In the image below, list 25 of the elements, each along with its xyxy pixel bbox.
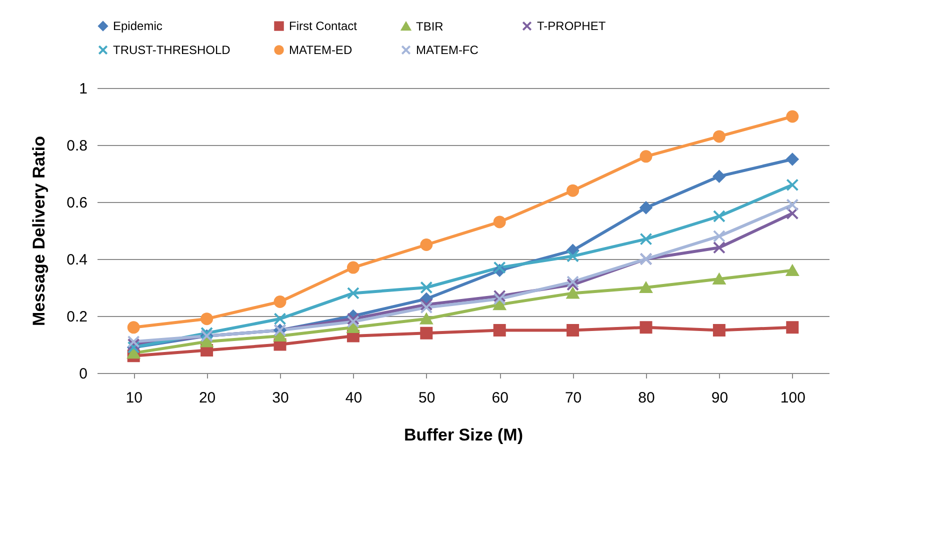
- x-tick-label: 80: [638, 390, 655, 406]
- x-tick-label: 60: [492, 390, 508, 406]
- legend-label: TBIR: [416, 19, 444, 34]
- y-axis-title: Message Delivery Ratio: [30, 136, 49, 326]
- y-tick-label: 1: [79, 80, 88, 98]
- y-tick-label: 0.8: [66, 138, 88, 154]
- y-tick-label: 0.2: [66, 308, 88, 326]
- x-tick-label: 70: [564, 390, 582, 406]
- legend-label: Epidemic: [113, 19, 162, 34]
- x-tick-label: 10: [126, 390, 142, 406]
- y-tick-label: 0: [79, 366, 88, 382]
- x-tick-label: 90: [711, 390, 728, 406]
- y-tick-label: 0.6: [66, 194, 88, 212]
- x-tick-label: 30: [272, 390, 289, 406]
- y-tick-label: 0.4: [66, 252, 88, 268]
- x-tick-label: 50: [418, 390, 436, 406]
- legend-label: TRUST-THRESHOLD: [113, 43, 231, 57]
- x-axis-title: Buffer Size (M): [404, 426, 523, 444]
- x-tick-label: 20: [198, 390, 216, 406]
- legend-label: First Contact: [289, 19, 358, 34]
- legend-label: T-PROPHET: [537, 19, 606, 34]
- legend-label: MATEM-FC: [416, 43, 479, 57]
- x-tick-label: 40: [345, 390, 362, 406]
- x-tick-label: 100: [780, 390, 806, 406]
- legend-label: MATEM-ED: [289, 43, 352, 57]
